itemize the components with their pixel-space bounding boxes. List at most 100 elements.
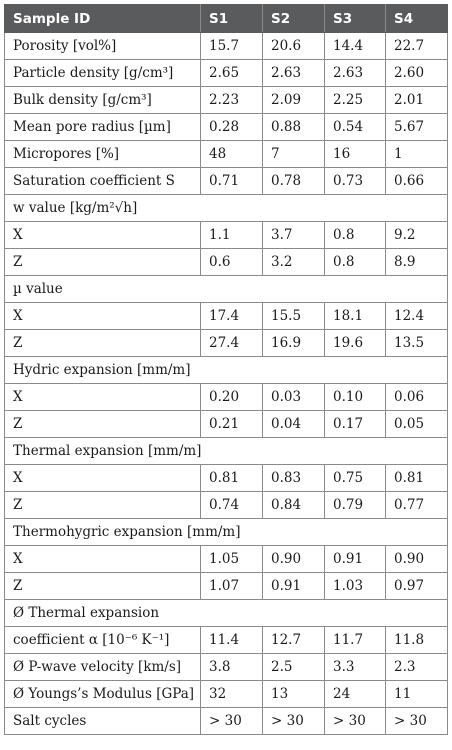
cell-s1: 0.28 bbox=[200, 113, 263, 141]
row-label: Ø P-wave velocity [km/s] bbox=[4, 653, 201, 681]
row-label: coefficient α [10⁻⁶ K⁻¹] bbox=[4, 626, 201, 654]
header-s4: S4 bbox=[385, 4, 448, 33]
row-label: Mean pore radius [µm] bbox=[4, 113, 201, 141]
table-row: Salt cycles > 30 > 30 > 30 > 30 bbox=[4, 707, 448, 735]
cell-s4: 0.97 bbox=[385, 572, 448, 600]
cell-s4: 0.90 bbox=[385, 545, 448, 573]
cell-s2: 7 bbox=[262, 140, 325, 168]
table-row: X 1.05 0.90 0.91 0.90 bbox=[4, 545, 448, 573]
cell-s3: 24 bbox=[324, 680, 386, 708]
row-label: Bulk density [g/cm³] bbox=[4, 86, 201, 114]
table-row: X 1.1 3.7 0.8 9.2 bbox=[4, 221, 448, 249]
row-label: X bbox=[4, 383, 201, 411]
table-row: X 17.4 15.5 18.1 12.4 bbox=[4, 302, 448, 330]
cell-s4: 2.3 bbox=[385, 653, 448, 681]
section-header-row: w value [kg/m²√h] bbox=[4, 194, 448, 222]
cell-s1: 1.07 bbox=[200, 572, 263, 600]
table-row: Mean pore radius [µm] 0.28 0.88 0.54 5.67 bbox=[4, 113, 448, 141]
cell-s3: 1.03 bbox=[324, 572, 386, 600]
table-header: Sample ID S1 S2 S3 S4 bbox=[4, 4, 448, 33]
row-label: Saturation coefficient S bbox=[4, 167, 201, 195]
row-label: Z bbox=[4, 410, 201, 438]
cell-s2: 12.7 bbox=[262, 626, 325, 654]
table-row: Ø Youngs’s Modulus [GPa] 32 13 24 11 bbox=[4, 680, 448, 708]
cell-s1: 2.65 bbox=[200, 59, 263, 87]
table-row: Z 1.07 0.91 1.03 0.97 bbox=[4, 572, 448, 600]
cell-s2: 0.03 bbox=[262, 383, 325, 411]
cell-s3: 19.6 bbox=[324, 329, 386, 357]
cell-s1: 11.4 bbox=[200, 626, 263, 654]
section-label: Thermohygric expansion [mm/m] bbox=[4, 518, 448, 546]
cell-s3: 18.1 bbox=[324, 302, 386, 330]
cell-s1: 32 bbox=[200, 680, 263, 708]
table-row: coefficient α [10⁻⁶ K⁻¹] 11.4 12.7 11.7 11.8 bbox=[4, 626, 448, 654]
row-label: X bbox=[4, 464, 201, 492]
header-row: Sample ID S1 S2 S3 S4 bbox=[4, 4, 448, 33]
cell-s3: 0.17 bbox=[324, 410, 386, 438]
properties-table-container: Sample ID S1 S2 S3 S4 Porosity [vol%] 15.… bbox=[4, 4, 448, 735]
row-label: Z bbox=[4, 491, 201, 519]
table-row: Ø P-wave velocity [km/s] 3.8 2.5 3.3 2.3 bbox=[4, 653, 448, 681]
cell-s2: 20.6 bbox=[262, 32, 325, 60]
cell-s4: 22.7 bbox=[385, 32, 448, 60]
cell-s3: 0.54 bbox=[324, 113, 386, 141]
row-label: X bbox=[4, 221, 201, 249]
row-label: Z bbox=[4, 248, 201, 276]
cell-s2: > 30 bbox=[262, 707, 325, 735]
cell-s1: 0.81 bbox=[200, 464, 263, 492]
row-label: X bbox=[4, 302, 201, 330]
table-row: Porosity [vol%] 15.7 20.6 14.4 22.7 bbox=[4, 32, 448, 60]
cell-s1: 1.05 bbox=[200, 545, 263, 573]
cell-s4: 0.66 bbox=[385, 167, 448, 195]
section-header-row: Thermal expansion [mm/m] bbox=[4, 437, 448, 465]
cell-s2: 16.9 bbox=[262, 329, 325, 357]
row-label: Ø Youngs’s Modulus [GPa] bbox=[4, 680, 201, 708]
cell-s3: 14.4 bbox=[324, 32, 386, 60]
cell-s2: 15.5 bbox=[262, 302, 325, 330]
row-label: X bbox=[4, 545, 201, 573]
cell-s2: 0.78 bbox=[262, 167, 325, 195]
section-label: Ø Thermal expansion bbox=[4, 599, 448, 627]
cell-s4: 0.06 bbox=[385, 383, 448, 411]
cell-s2: 0.91 bbox=[262, 572, 325, 600]
cell-s4: 2.60 bbox=[385, 59, 448, 87]
cell-s2: 3.2 bbox=[262, 248, 325, 276]
table-row: Particle density [g/cm³] 2.65 2.63 2.63 2.60 bbox=[4, 59, 448, 87]
section-label: Thermal expansion [mm/m] bbox=[4, 437, 448, 465]
row-label: Porosity [vol%] bbox=[4, 32, 201, 60]
cell-s3: 0.79 bbox=[324, 491, 386, 519]
cell-s3: > 30 bbox=[324, 707, 386, 735]
table-row: X 0.81 0.83 0.75 0.81 bbox=[4, 464, 448, 492]
cell-s4: 0.05 bbox=[385, 410, 448, 438]
cell-s3: 0.73 bbox=[324, 167, 386, 195]
cell-s3: 2.25 bbox=[324, 86, 386, 114]
cell-s1: 1.1 bbox=[200, 221, 263, 249]
table-row: Micropores [%] 48 7 16 1 bbox=[4, 140, 448, 168]
cell-s2: 0.84 bbox=[262, 491, 325, 519]
cell-s1: 2.23 bbox=[200, 86, 263, 114]
cell-s2: 3.7 bbox=[262, 221, 325, 249]
cell-s1: 0.6 bbox=[200, 248, 263, 276]
cell-s3: 0.10 bbox=[324, 383, 386, 411]
header-s3: S3 bbox=[324, 4, 386, 33]
table-row: Z 27.4 16.9 19.6 13.5 bbox=[4, 329, 448, 357]
cell-s1: 48 bbox=[200, 140, 263, 168]
cell-s4: 11 bbox=[385, 680, 448, 708]
table-row: Bulk density [g/cm³] 2.23 2.09 2.25 2.01 bbox=[4, 86, 448, 114]
cell-s3: 3.3 bbox=[324, 653, 386, 681]
section-header-row: Hydric expansion [mm/m] bbox=[4, 356, 448, 384]
cell-s2: 0.04 bbox=[262, 410, 325, 438]
cell-s2: 0.83 bbox=[262, 464, 325, 492]
row-label: Z bbox=[4, 572, 201, 600]
cell-s4: > 30 bbox=[385, 707, 448, 735]
cell-s4: 8.9 bbox=[385, 248, 448, 276]
table-row: Z 0.74 0.84 0.79 0.77 bbox=[4, 491, 448, 519]
cell-s2: 0.88 bbox=[262, 113, 325, 141]
cell-s1: > 30 bbox=[200, 707, 263, 735]
table-row: X 0.20 0.03 0.10 0.06 bbox=[4, 383, 448, 411]
cell-s3: 2.63 bbox=[324, 59, 386, 87]
table-row: Saturation coefficient S 0.71 0.78 0.73 0.66 bbox=[4, 167, 448, 195]
cell-s2: 2.63 bbox=[262, 59, 325, 87]
section-label: Hydric expansion [mm/m] bbox=[4, 356, 448, 384]
header-sample-id: Sample ID bbox=[4, 4, 201, 33]
